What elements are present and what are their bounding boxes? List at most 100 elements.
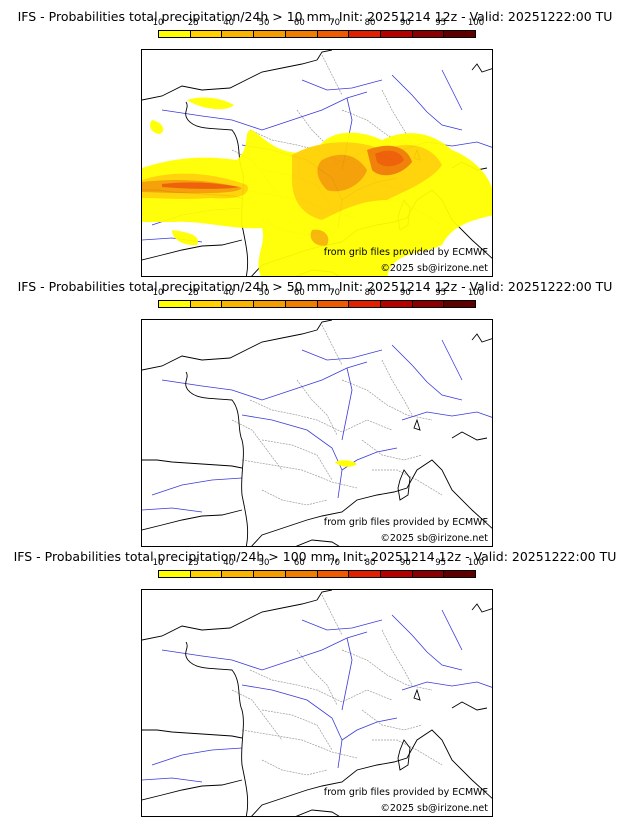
admin-border — [241, 459, 358, 489]
river — [142, 507, 203, 513]
colorbar-tick-label: 90 — [399, 18, 411, 28]
colorbar-swatch — [159, 31, 191, 37]
coastline — [251, 729, 492, 816]
colorbar-tick-label: 90 — [399, 288, 411, 298]
river — [401, 411, 492, 421]
colorbar-tick-label: 100 — [467, 288, 485, 298]
colorbar-swatch — [380, 31, 413, 37]
river — [161, 361, 368, 401]
colorbar-tick-label: 95 — [435, 558, 447, 568]
admin-border — [341, 379, 433, 421]
probability-map: from grib files provided by ECMWF ©2025 … — [141, 319, 493, 547]
river — [301, 349, 383, 361]
colorbar-swatch — [317, 301, 350, 307]
colorbar-ticks: 10 25 40 50 60 70 80 90 95 100 — [153, 18, 485, 29]
colorbar-swatch — [380, 571, 413, 577]
admin-border — [381, 629, 413, 686]
river — [142, 777, 203, 783]
coastline — [316, 50, 333, 61]
credit-source: from grib files provided by ECMWF — [323, 517, 488, 528]
colorbar-tick-label: 10 — [152, 288, 164, 298]
admin-border — [321, 54, 343, 96]
colorbar-boxes — [158, 300, 476, 308]
colorbar-tick-label: 95 — [435, 18, 447, 28]
coastline — [142, 59, 318, 101]
coastline — [316, 320, 333, 331]
admin-border — [361, 709, 423, 731]
coastline — [413, 688, 421, 701]
coastline — [471, 333, 492, 343]
admin-border — [249, 399, 393, 433]
admin-border — [231, 419, 283, 471]
river — [391, 74, 463, 131]
map-panel-50mm: IFS - Probabilities total precipitation/… — [0, 270, 630, 547]
colorbar-swatch — [317, 571, 350, 577]
river — [241, 414, 343, 499]
coastline — [142, 779, 243, 801]
colorbar-tick-label: 60 — [293, 558, 305, 568]
colorbar-tick-label: 95 — [435, 288, 447, 298]
admin-border — [261, 759, 328, 776]
river — [161, 631, 368, 671]
colorbar: 10 25 40 50 60 70 80 90 95 100 — [153, 18, 485, 40]
precip-overlay — [335, 460, 357, 467]
colorbar-tick-label: 80 — [364, 288, 376, 298]
credit-copyright: ©2025 sb@irizone.net — [380, 263, 488, 274]
river — [151, 747, 243, 766]
probability-map: from grib files provided by ECMWF ©2025 … — [141, 589, 493, 817]
colorbar-swatch — [285, 571, 318, 577]
admin-border — [341, 649, 433, 691]
admin-border — [381, 359, 413, 416]
admin-border — [261, 709, 333, 751]
colorbar-tick-label: 40 — [223, 18, 235, 28]
river — [441, 609, 463, 651]
colorbar-swatch — [222, 301, 255, 307]
colorbar-swatch — [285, 301, 318, 307]
coastline — [142, 729, 243, 739]
colorbar-swatch — [412, 571, 445, 577]
colorbar-tick-label: 60 — [293, 18, 305, 28]
coastline — [316, 590, 333, 601]
coastline — [295, 539, 340, 546]
colorbar-swatch — [159, 571, 191, 577]
coastline — [251, 459, 492, 546]
colorbar-swatch — [190, 301, 223, 307]
coastline — [397, 469, 411, 501]
coastline — [142, 599, 318, 641]
admin-border — [361, 439, 423, 461]
coastline — [451, 701, 488, 711]
colorbar-tick-label: 70 — [329, 558, 341, 568]
colorbar-swatch — [317, 31, 350, 37]
coastline — [451, 431, 488, 441]
colorbar-tick-label: 10 — [152, 18, 164, 28]
colorbar-swatch — [349, 31, 381, 37]
colorbar-tick-label: 25 — [187, 288, 199, 298]
river — [341, 367, 353, 441]
river — [301, 619, 383, 631]
colorbar-tick-label: 40 — [223, 288, 235, 298]
colorbar: 10 25 40 50 60 70 80 90 95 100 — [153, 288, 484, 310]
credit-copyright: ©2025 sb@irizone.net — [380, 533, 488, 544]
coastline — [142, 329, 318, 371]
colorbar: 10 25 40 50 60 70 80 90 95 100 — [153, 558, 484, 580]
colorbar-swatch — [222, 571, 255, 577]
credit-source: from grib files provided by ECMWF — [323, 247, 488, 258]
colorbar-swatch — [190, 571, 223, 577]
colorbar-swatch — [444, 301, 476, 307]
coastline — [413, 418, 421, 431]
colorbar-swatch — [349, 301, 381, 307]
admin-border — [321, 594, 343, 636]
coastline — [471, 63, 492, 73]
colorbar-swatch — [190, 31, 223, 37]
colorbar-swatch — [412, 301, 445, 307]
coastline — [185, 641, 249, 816]
admin-border — [372, 739, 443, 766]
colorbar-tick-label: 25 — [187, 18, 199, 28]
basemap — [142, 590, 492, 816]
colorbar-swatch — [444, 31, 476, 37]
map-panel-10mm: IFS - Probabilities total precipitation/… — [0, 0, 630, 277]
colorbar-tick-label: 10 — [152, 558, 164, 568]
colorbar-swatch — [349, 571, 381, 577]
colorbar-swatch — [412, 31, 445, 37]
admin-border — [261, 439, 333, 481]
